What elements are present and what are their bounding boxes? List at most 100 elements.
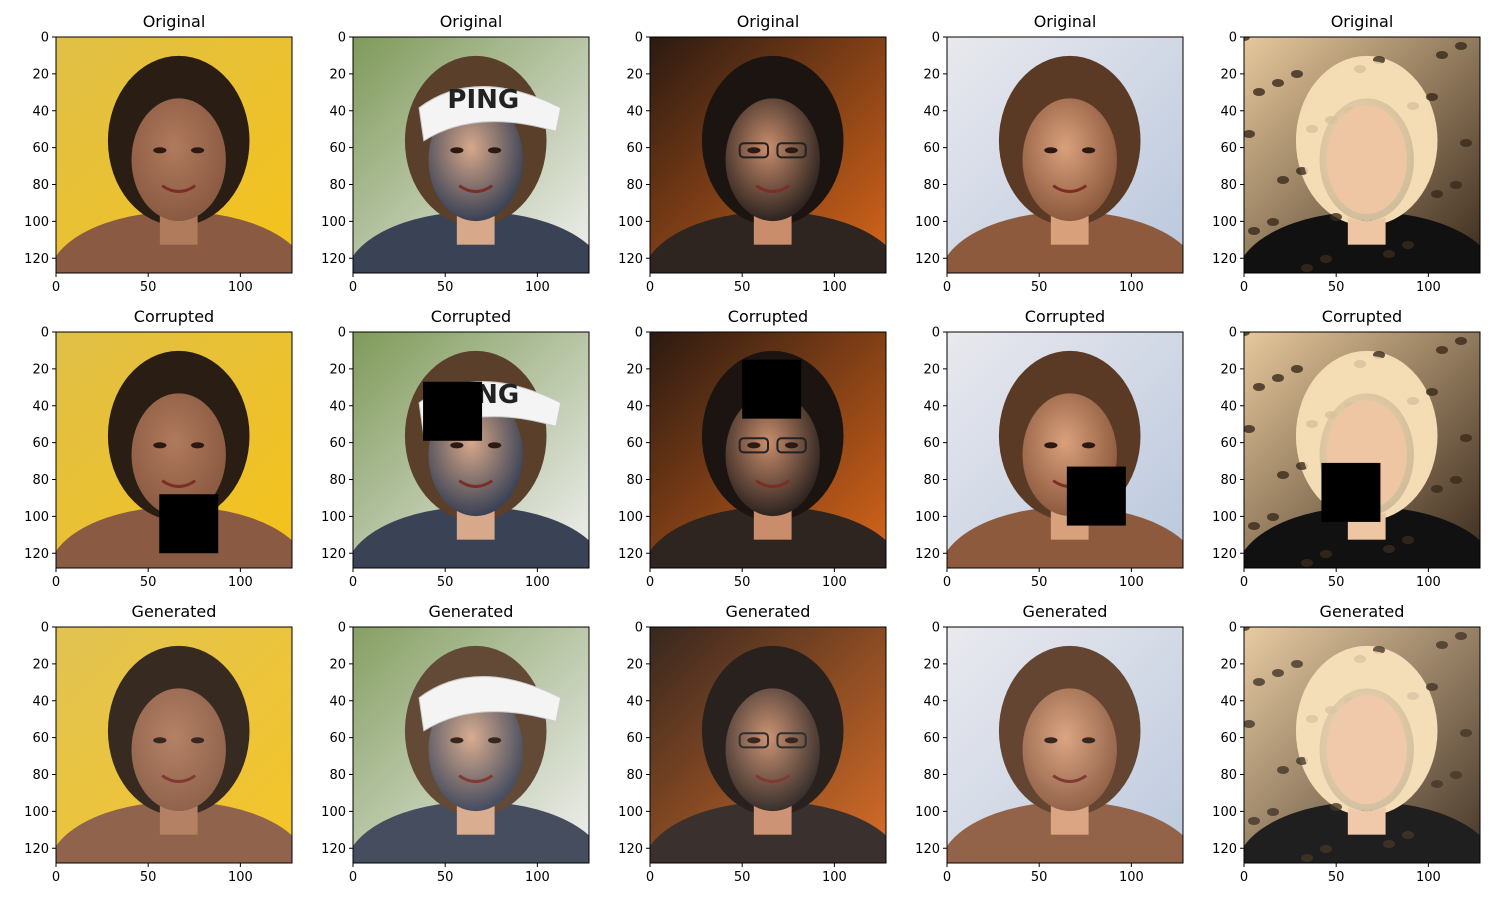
subject-mouth bbox=[161, 774, 197, 784]
x-tick-label: 100 bbox=[822, 280, 847, 295]
y-tick-label: 0 bbox=[932, 621, 940, 636]
y-tick-label: 80 bbox=[626, 768, 643, 783]
x-tick-label: 100 bbox=[1119, 280, 1144, 295]
leopard-spot bbox=[1460, 139, 1472, 147]
x-tick-label: 0 bbox=[646, 575, 654, 590]
axes-frame bbox=[946, 36, 1184, 274]
y-tick-label: 60 bbox=[329, 141, 346, 156]
x-tick-label: 100 bbox=[1416, 280, 1441, 295]
y-tick-label: 120 bbox=[321, 252, 346, 267]
subject-mouth bbox=[458, 184, 494, 194]
x-tick-label: 0 bbox=[349, 575, 357, 590]
leopard-spot bbox=[1330, 213, 1342, 221]
subject-mouth bbox=[1052, 774, 1088, 784]
generation-noise bbox=[353, 627, 589, 863]
x-tick-label: 50 bbox=[437, 870, 454, 885]
y-tick-label: 20 bbox=[329, 67, 346, 82]
subject-face bbox=[1326, 105, 1407, 214]
y-tick-label: 100 bbox=[1212, 215, 1237, 230]
subject-face bbox=[1022, 688, 1117, 812]
y-tick-label: 20 bbox=[1220, 362, 1237, 377]
y-tick-label: 20 bbox=[923, 657, 940, 672]
y-tick-label: 120 bbox=[915, 547, 940, 562]
subject-eye bbox=[153, 147, 167, 154]
y-tick-label: 100 bbox=[321, 215, 346, 230]
leopard-spot bbox=[1436, 51, 1448, 59]
y-tick-label: 80 bbox=[923, 473, 940, 488]
y-tick-label: 60 bbox=[329, 436, 346, 451]
leopard-spot bbox=[1244, 720, 1255, 728]
leopard-spot bbox=[1320, 550, 1332, 558]
x-tick-label: 50 bbox=[734, 575, 751, 590]
axes-frame bbox=[946, 331, 1184, 569]
y-tick-label: 100 bbox=[915, 215, 940, 230]
panel-title: Corrupted bbox=[1322, 307, 1402, 326]
subject-eye bbox=[784, 147, 799, 154]
subject-eye bbox=[1044, 737, 1058, 744]
leopard-spot bbox=[1383, 250, 1395, 258]
glasses-lens bbox=[776, 142, 807, 159]
panel-title: Corrupted bbox=[1025, 307, 1105, 326]
leopard-spot bbox=[1253, 383, 1265, 391]
panel-title: Generated bbox=[429, 602, 514, 621]
y-tick-label: 40 bbox=[923, 104, 940, 119]
y-tick-label: 120 bbox=[24, 547, 49, 562]
subject-eye bbox=[1044, 442, 1058, 449]
subject-eye bbox=[1081, 737, 1096, 744]
y-tick-label: 120 bbox=[618, 252, 643, 267]
y-tick-label: 100 bbox=[1212, 805, 1237, 820]
subject-eye bbox=[1081, 147, 1096, 154]
leopard-spot bbox=[1301, 559, 1313, 567]
leopard-spot bbox=[1291, 365, 1303, 373]
y-tick-label: 100 bbox=[321, 510, 346, 525]
subject-mouth bbox=[161, 184, 197, 194]
leopard-spot bbox=[1267, 513, 1279, 521]
axes-frame bbox=[1243, 331, 1481, 569]
y-tick-label: 120 bbox=[24, 252, 49, 267]
x-tick-label: 50 bbox=[140, 870, 157, 885]
leopard-spot bbox=[1450, 181, 1462, 189]
leopard-spot bbox=[1244, 332, 1250, 336]
subject-mouth bbox=[1052, 184, 1088, 194]
x-tick-label: 100 bbox=[822, 870, 847, 885]
y-tick-label: 20 bbox=[32, 657, 49, 672]
leopard-spot bbox=[1277, 766, 1289, 774]
subject-eye bbox=[487, 442, 502, 449]
x-tick-label: 100 bbox=[228, 575, 253, 590]
x-tick-label: 100 bbox=[1416, 575, 1441, 590]
subject-face bbox=[1326, 695, 1407, 804]
subject-eye bbox=[1081, 442, 1096, 449]
y-tick-label: 80 bbox=[626, 473, 643, 488]
y-tick-label: 100 bbox=[618, 215, 643, 230]
x-tick-label: 100 bbox=[525, 280, 550, 295]
axes-frame bbox=[946, 626, 1184, 864]
subject-eye bbox=[153, 737, 167, 744]
y-tick-label: 0 bbox=[1229, 326, 1237, 341]
leopard-spot bbox=[1431, 485, 1443, 493]
leopard-spot bbox=[1402, 536, 1414, 544]
leopard-spot bbox=[1431, 190, 1443, 198]
leopard-spot bbox=[1450, 476, 1462, 484]
corruption-mask bbox=[1066, 466, 1126, 526]
y-tick-label: 100 bbox=[24, 805, 49, 820]
leopard-spot bbox=[1244, 425, 1255, 433]
subject-face bbox=[428, 98, 523, 222]
x-tick-label: 0 bbox=[943, 575, 951, 590]
y-tick-label: 120 bbox=[24, 842, 49, 857]
generation-noise bbox=[947, 627, 1183, 863]
y-tick-label: 40 bbox=[1220, 104, 1237, 119]
x-tick-label: 50 bbox=[437, 280, 454, 295]
y-tick-label: 40 bbox=[1220, 399, 1237, 414]
leopard-spot bbox=[1436, 346, 1448, 354]
x-tick-label: 0 bbox=[646, 280, 654, 295]
x-tick-label: 0 bbox=[646, 870, 654, 885]
subject-eye bbox=[190, 737, 205, 744]
y-tick-label: 60 bbox=[32, 141, 49, 156]
